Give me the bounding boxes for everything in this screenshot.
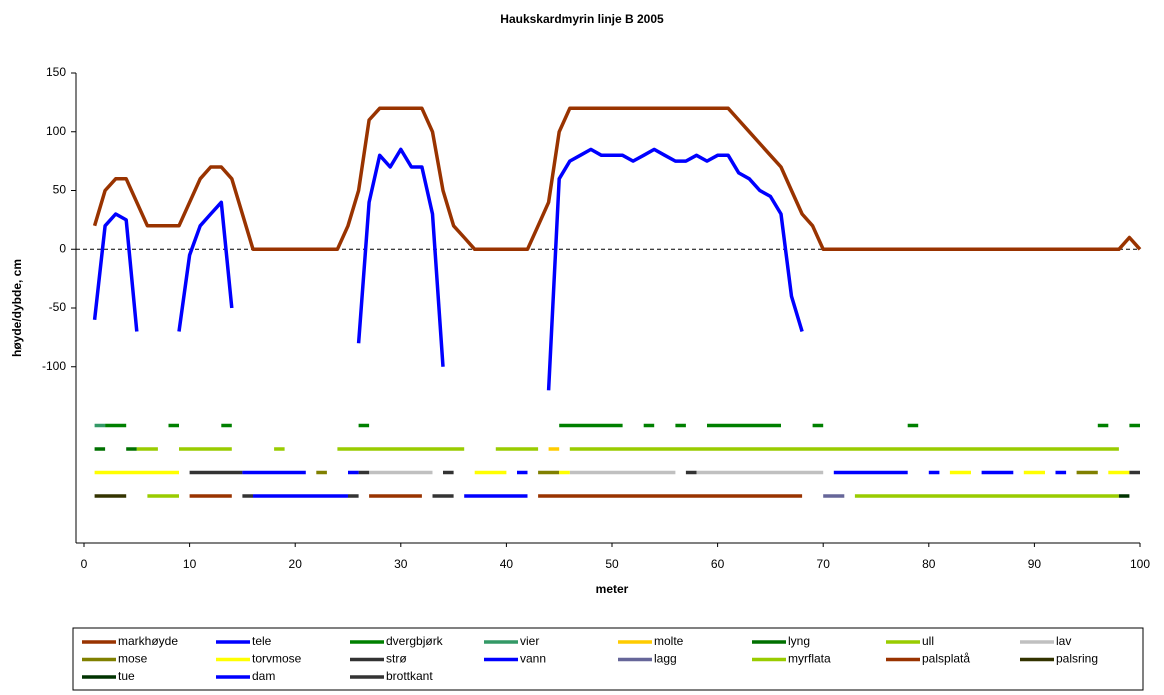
x-tick-label: 20 bbox=[289, 557, 303, 571]
x-tick-label: 60 bbox=[711, 557, 725, 571]
x-tick-label: 40 bbox=[500, 557, 514, 571]
x-tick-label: 30 bbox=[394, 557, 408, 571]
legend-label: lagg bbox=[654, 652, 677, 666]
y-axis-label: høyde/dybde, cm bbox=[10, 259, 24, 357]
legend-label: markhøyde bbox=[118, 634, 178, 648]
legend-label: tue bbox=[118, 669, 135, 683]
series-line bbox=[92, 106, 1142, 252]
series-line bbox=[92, 147, 804, 391]
legend-label: dvergbjørk bbox=[386, 634, 444, 648]
y-tick-label: -100 bbox=[42, 359, 66, 373]
x-tick-label: 100 bbox=[1130, 557, 1150, 571]
legend-label: palsplatå bbox=[922, 652, 970, 666]
legend-label: strø bbox=[386, 652, 407, 666]
legend-label: vier bbox=[520, 634, 539, 648]
legend-label: lyng bbox=[788, 634, 810, 648]
chart-title: Haukskardmyrin linje B 2005 bbox=[500, 12, 664, 26]
x-tick-label: 70 bbox=[817, 557, 831, 571]
x-tick-label: 90 bbox=[1028, 557, 1042, 571]
legend-label: brottkant bbox=[386, 669, 433, 683]
legend-label: vann bbox=[520, 652, 546, 666]
legend-label: palsring bbox=[1056, 652, 1098, 666]
y-tick-label: 150 bbox=[46, 65, 66, 79]
legend-label: ull bbox=[922, 634, 934, 648]
legend-label: molte bbox=[654, 634, 684, 648]
legend-label: tele bbox=[252, 634, 272, 648]
x-tick-label: 50 bbox=[605, 557, 619, 571]
legend-label: myrflata bbox=[788, 652, 831, 666]
legend-label: lav bbox=[1056, 634, 1071, 648]
x-tick-label: 0 bbox=[81, 557, 88, 571]
y-tick-label: -50 bbox=[49, 300, 67, 314]
legend-label: mose bbox=[118, 652, 148, 666]
x-tick-label: 10 bbox=[183, 557, 197, 571]
legend-label: torvmose bbox=[252, 652, 302, 666]
y-tick-label: 0 bbox=[59, 241, 66, 255]
legend-box bbox=[72, 627, 1144, 691]
legend-label: dam bbox=[252, 669, 275, 683]
y-tick-label: 50 bbox=[53, 183, 67, 197]
y-tick-label: 100 bbox=[46, 124, 66, 138]
x-axis-label: meter bbox=[596, 582, 629, 596]
x-tick-label: 80 bbox=[922, 557, 936, 571]
